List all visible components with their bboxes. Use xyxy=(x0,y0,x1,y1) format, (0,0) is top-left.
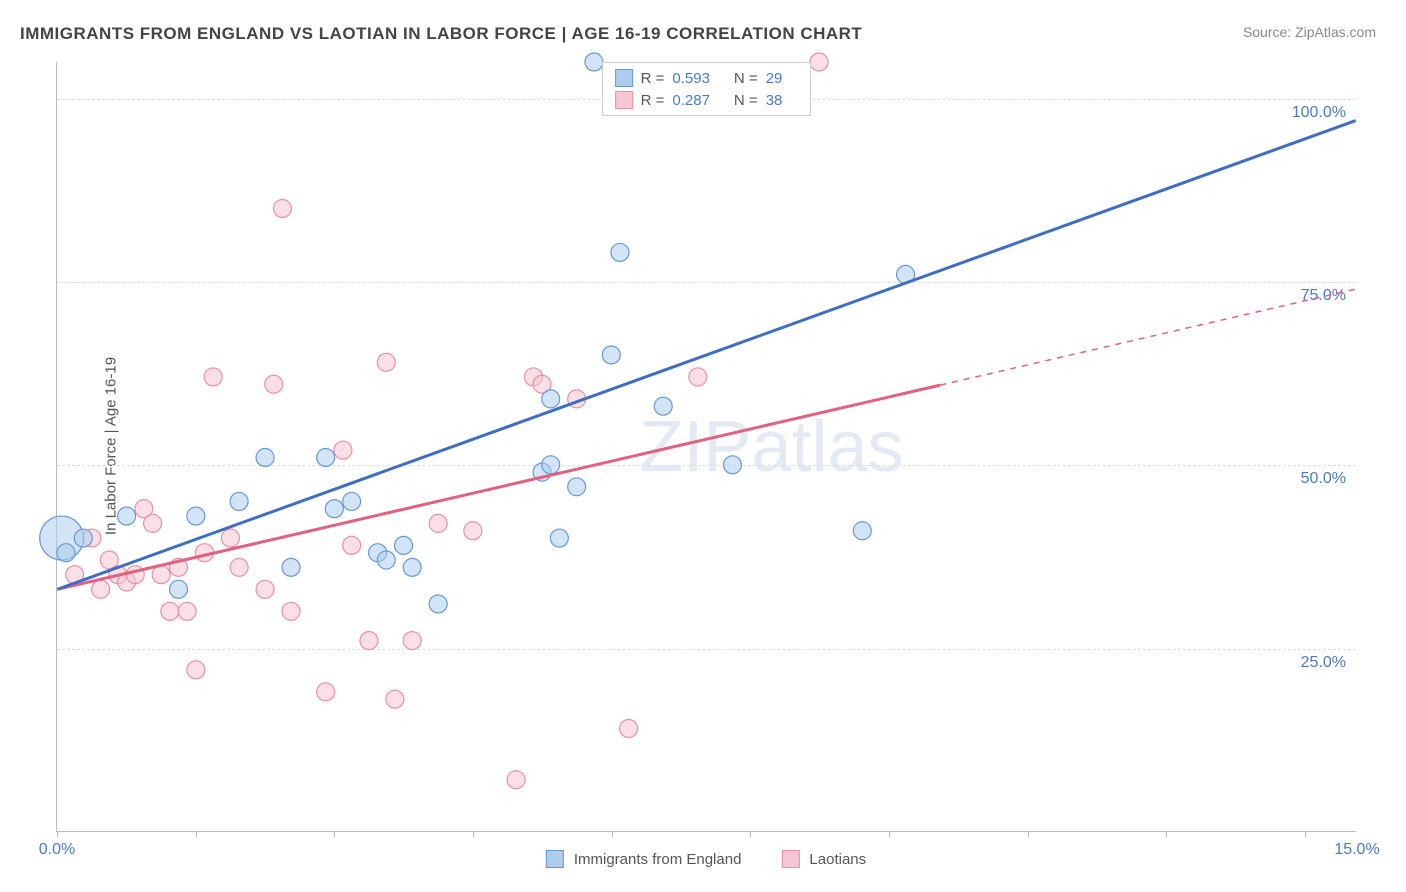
legend-label-england: Immigrants from England xyxy=(574,851,742,868)
legend-row-laotians: R = 0.287 N = 38 xyxy=(615,89,799,111)
legend-label-laotians: Laotians xyxy=(809,851,866,868)
data-point xyxy=(550,529,568,547)
data-point xyxy=(585,53,603,71)
data-point xyxy=(377,353,395,371)
trend-line xyxy=(57,385,940,589)
data-point xyxy=(334,441,352,459)
x-tick-mark xyxy=(473,831,474,837)
legend-row-england: R = 0.593 N = 29 xyxy=(615,67,799,89)
chart-plot-area: ZIPatlas R = 0.593 N = 29 R = 0.287 N = … xyxy=(56,62,1356,832)
x-tick-label-left: 0.0% xyxy=(39,841,75,859)
x-tick-mark xyxy=(1305,831,1306,837)
source-label: Source: ZipAtlas.com xyxy=(1243,24,1376,40)
data-point xyxy=(221,529,239,547)
x-tick-mark xyxy=(750,831,751,837)
correlation-legend: R = 0.593 N = 29 R = 0.287 N = 38 xyxy=(602,62,812,116)
data-point xyxy=(568,478,586,496)
data-point xyxy=(204,368,222,386)
data-point xyxy=(386,690,404,708)
x-tick-mark xyxy=(612,831,613,837)
data-point xyxy=(542,390,560,408)
data-point xyxy=(377,551,395,569)
data-point xyxy=(343,536,361,554)
x-tick-mark xyxy=(1028,831,1029,837)
data-point xyxy=(144,514,162,532)
data-point xyxy=(429,595,447,613)
data-point xyxy=(230,492,248,510)
data-point xyxy=(187,507,205,525)
data-point xyxy=(542,456,560,474)
legend-swatch-laotians-icon xyxy=(781,850,799,868)
data-point xyxy=(282,602,300,620)
n-label: N = xyxy=(734,70,758,87)
data-point xyxy=(403,632,421,650)
data-point xyxy=(723,456,741,474)
series-legend: Immigrants from England Laotians xyxy=(546,842,866,876)
data-point xyxy=(654,397,672,415)
data-point xyxy=(170,580,188,598)
r-value-england: 0.593 xyxy=(672,70,710,87)
data-point xyxy=(395,536,413,554)
data-point xyxy=(620,719,638,737)
data-point xyxy=(429,514,447,532)
data-point xyxy=(360,632,378,650)
n-label: N = xyxy=(734,92,758,109)
data-point xyxy=(507,771,525,789)
x-tick-mark xyxy=(57,831,58,837)
x-tick-mark xyxy=(889,831,890,837)
data-point xyxy=(57,544,75,562)
r-value-laotians: 0.287 xyxy=(672,92,710,109)
trend-line-dashed xyxy=(940,289,1355,385)
x-tick-mark xyxy=(1166,831,1167,837)
data-point xyxy=(178,602,196,620)
data-point xyxy=(611,243,629,261)
legend-swatch-england-icon xyxy=(546,850,564,868)
data-point xyxy=(343,492,361,510)
legend-swatch-england xyxy=(615,69,633,87)
data-point xyxy=(464,522,482,540)
data-point xyxy=(92,580,110,598)
chart-title: IMMIGRANTS FROM ENGLAND VS LAOTIAN IN LA… xyxy=(20,24,862,44)
data-point xyxy=(187,661,205,679)
data-point xyxy=(282,558,300,576)
data-point xyxy=(853,522,871,540)
data-point xyxy=(325,500,343,518)
data-point xyxy=(74,529,92,547)
data-point xyxy=(602,346,620,364)
x-tick-label-right: 15.0% xyxy=(1334,841,1379,859)
n-value-laotians: 38 xyxy=(766,92,783,109)
trend-line xyxy=(57,121,1355,590)
data-point xyxy=(152,566,170,584)
data-point xyxy=(161,602,179,620)
data-point xyxy=(265,375,283,393)
data-point xyxy=(118,507,136,525)
data-point xyxy=(230,558,248,576)
r-label: R = xyxy=(641,70,665,87)
x-tick-mark xyxy=(196,831,197,837)
r-label: R = xyxy=(641,92,665,109)
legend-swatch-laotians xyxy=(615,91,633,109)
data-point xyxy=(689,368,707,386)
scatter-svg xyxy=(57,62,1356,831)
data-point xyxy=(317,448,335,466)
data-point xyxy=(256,580,274,598)
data-point xyxy=(317,683,335,701)
data-point xyxy=(403,558,421,576)
x-tick-mark xyxy=(334,831,335,837)
data-point xyxy=(273,199,291,217)
data-point xyxy=(256,448,274,466)
data-point xyxy=(810,53,828,71)
n-value-england: 29 xyxy=(766,70,783,87)
